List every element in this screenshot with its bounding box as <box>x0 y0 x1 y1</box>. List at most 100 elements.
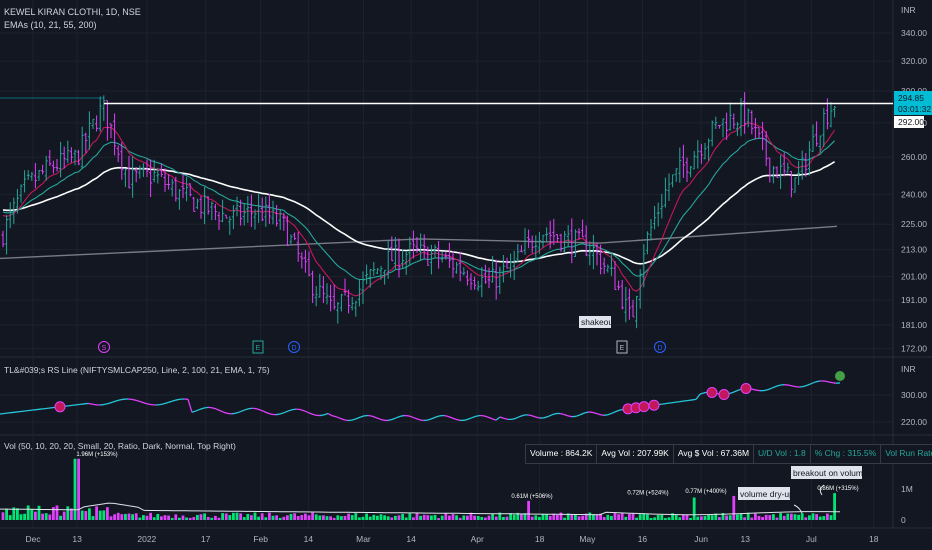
event-marker <box>654 341 666 353</box>
volume-bar <box>88 508 91 520</box>
rs-line-segment <box>391 417 397 421</box>
volume-bar <box>804 517 808 520</box>
event-marker <box>616 340 628 354</box>
time-tick-label: Dec <box>25 534 41 544</box>
ema55-line <box>2 161 836 265</box>
rs-line-segment <box>827 381 833 384</box>
volume-bar <box>797 514 800 520</box>
volume-bar <box>635 517 638 520</box>
volume-bar <box>746 512 750 520</box>
volume-bar <box>257 516 260 520</box>
rs-line-segment <box>487 416 493 420</box>
rs-line-segment <box>87 402 93 405</box>
volume-bar <box>379 514 383 520</box>
rs-tick-label: 220.00 <box>901 417 927 427</box>
rs-line-segment <box>755 389 761 392</box>
rs-line-segment <box>775 384 781 388</box>
volume-bar <box>37 505 41 520</box>
rs-line-title[interactable]: TL&#039;s RS Line (NIFTYSMLCAP250, Line,… <box>4 365 270 375</box>
rs-new-high-dot <box>706 386 718 398</box>
price-tick-label: 213.00 <box>901 245 927 255</box>
rs-line-segment <box>563 413 569 417</box>
volume-bar <box>451 514 455 520</box>
volume-bar <box>44 513 48 520</box>
rs-line-segment <box>419 419 425 422</box>
volume-bar <box>275 515 278 520</box>
volume-bar <box>563 517 566 520</box>
volume-bar <box>16 508 19 520</box>
volume-bar <box>494 516 498 520</box>
rs-new-high-dot <box>718 389 730 401</box>
volume-bar <box>350 515 354 520</box>
volume-bar <box>300 515 304 520</box>
volume-bar <box>62 511 66 520</box>
volume-bar <box>149 512 152 520</box>
volume-bar <box>757 515 761 520</box>
avg-volume-line <box>0 502 841 516</box>
volume-bar <box>235 512 239 520</box>
time-tick-label: 2022 <box>137 534 156 544</box>
volume-bar <box>826 513 829 520</box>
volume-bar <box>170 517 174 520</box>
volume-bar <box>372 514 376 520</box>
volume-highlight-label: 0.77M (+400%) <box>685 489 726 495</box>
symbol-title[interactable]: KEWEL KIRAN CLOTHI, 1D, NSE <box>4 7 141 17</box>
volume-bar <box>152 517 156 520</box>
volume-bar <box>55 505 59 520</box>
volume-bar <box>764 514 768 520</box>
breakout-arrow <box>819 484 825 496</box>
rs-line-segment <box>691 398 697 401</box>
volume-bar <box>214 515 217 520</box>
rs-line-segment <box>119 398 125 401</box>
volume-bar <box>811 513 815 520</box>
rs-tick-label: 300.00 <box>901 390 927 400</box>
rs-line-segment <box>147 403 153 406</box>
volume-bar <box>23 513 26 520</box>
volume-bar <box>696 516 700 520</box>
volume-bar <box>383 515 386 520</box>
rs-line-segment <box>195 408 201 412</box>
rs-line-segment <box>239 409 245 413</box>
stat-avg-vol: Avg Vol : 207.99K <box>597 445 674 463</box>
price-tick-label: 300.00 <box>901 86 927 96</box>
volume-title[interactable]: Vol (50, 10, 20, 20, Small, 20, Ratio, D… <box>4 441 236 451</box>
price-tick-label: 225.00 <box>901 219 927 229</box>
time-tick-label: Feb <box>253 534 268 544</box>
volume-bar <box>653 517 656 520</box>
volume-bar <box>239 513 242 520</box>
volume-bar <box>613 513 617 520</box>
rs-line-segment <box>371 415 377 419</box>
volume-bar <box>188 517 192 520</box>
volume-bar <box>541 513 545 520</box>
volume-bar <box>548 515 552 520</box>
volume-bar <box>628 513 631 520</box>
volume-bar <box>5 508 8 520</box>
volume-bar <box>678 517 682 520</box>
rs-line-segment <box>531 415 537 418</box>
event-marker <box>98 341 110 353</box>
stat-ud-vol: U/D Vol : 1.8 <box>754 445 811 463</box>
volume-bar <box>610 516 613 520</box>
volume-bar <box>592 514 595 520</box>
volume-bar <box>1 512 5 520</box>
volume-bar <box>761 516 764 520</box>
volume-bar <box>649 518 653 520</box>
volume-bar <box>354 513 358 520</box>
volume-dry-up-label: volume dry-up <box>740 489 794 499</box>
rs-line-segment <box>791 385 797 388</box>
rs-line-segment <box>159 403 165 406</box>
volume-bar <box>116 512 120 520</box>
countdown-label: 03:01:32 <box>898 104 931 114</box>
rs-line-segment <box>471 415 477 419</box>
rs-line-segment <box>387 418 393 422</box>
time-tick-label: 18 <box>869 534 879 544</box>
volume-bar <box>271 515 275 520</box>
volume-bar <box>419 515 422 520</box>
volume-bar <box>631 513 635 520</box>
event-marker-label: E <box>256 345 261 352</box>
volume-bar <box>8 515 12 520</box>
rs-line-segment <box>611 410 617 414</box>
ema-legend[interactable]: EMAs (10, 21, 55, 200) <box>4 20 97 30</box>
volume-bar <box>228 515 232 520</box>
